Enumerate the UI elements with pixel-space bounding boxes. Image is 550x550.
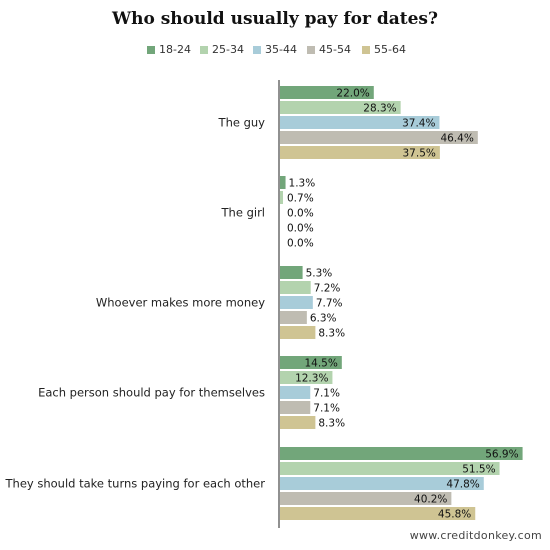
data-label: 8.3% — [318, 328, 345, 340]
data-label: 56.9% — [485, 449, 518, 461]
bar — [280, 131, 478, 144]
bar — [280, 176, 286, 189]
bar — [280, 266, 303, 279]
bar — [280, 86, 374, 99]
data-label: 7.2% — [314, 283, 341, 295]
chart-title: Who should usually pay for dates? — [112, 9, 438, 29]
legend-label: 45-54 — [319, 43, 351, 56]
bar — [280, 462, 500, 475]
legend: 18-24 25-34 35-44 45-54 55-64 — [0, 43, 550, 58]
data-label: 7.1% — [313, 403, 340, 415]
legend-swatch — [253, 46, 261, 54]
data-label: 28.3% — [363, 103, 396, 115]
legend-swatch — [200, 46, 208, 54]
data-label: 51.5% — [462, 464, 495, 476]
bar — [280, 477, 484, 490]
data-label: 8.3% — [318, 418, 345, 430]
data-label: 40.2% — [414, 494, 447, 506]
bar — [280, 296, 313, 309]
data-label: 1.3% — [289, 178, 316, 190]
data-label: 45.8% — [438, 509, 471, 521]
data-label: 22.0% — [336, 88, 369, 100]
bar — [280, 356, 342, 369]
source-footer: www.creditdonkey.com — [409, 529, 542, 542]
bar — [280, 447, 523, 460]
legend-swatch — [147, 46, 155, 54]
data-label: 37.4% — [402, 118, 435, 130]
data-label: 12.3% — [295, 373, 328, 385]
data-label: 0.0% — [287, 238, 314, 250]
data-label: 46.4% — [440, 133, 473, 145]
bar — [280, 386, 311, 399]
data-label: 7.7% — [316, 298, 343, 310]
bar — [280, 281, 311, 294]
legend-label: 55-64 — [374, 43, 406, 56]
bar — [280, 401, 311, 414]
category-label: The guy — [218, 116, 266, 130]
bar — [280, 507, 476, 520]
data-label: 47.8% — [446, 479, 479, 491]
data-label: 0.0% — [287, 223, 314, 235]
bar — [280, 416, 316, 429]
bar — [280, 191, 283, 204]
category-label: Each person should pay for themselves — [38, 386, 265, 400]
bar — [280, 116, 440, 129]
legend-swatch — [307, 46, 315, 54]
data-label: 6.3% — [310, 313, 337, 325]
bar — [280, 492, 452, 505]
bar — [280, 146, 440, 159]
bar — [280, 101, 401, 114]
category-label: Whoever makes more money — [96, 296, 265, 310]
data-label: 0.0% — [287, 208, 314, 220]
bar — [280, 311, 307, 324]
data-label: 5.3% — [306, 268, 333, 280]
data-label: 0.7% — [287, 193, 314, 205]
category-label: The girl — [221, 206, 265, 220]
legend-label: 18-24 — [159, 43, 191, 56]
bar — [280, 371, 333, 384]
category-label: They should take turns paying for each o… — [5, 477, 266, 491]
legend-swatch — [362, 46, 370, 54]
legend-label: 25-34 — [212, 43, 244, 56]
legend-label: 35-44 — [265, 43, 297, 56]
data-label: 14.5% — [304, 358, 337, 370]
data-label: 7.1% — [313, 388, 340, 400]
data-label: 37.5% — [403, 148, 436, 160]
bar — [280, 326, 316, 339]
